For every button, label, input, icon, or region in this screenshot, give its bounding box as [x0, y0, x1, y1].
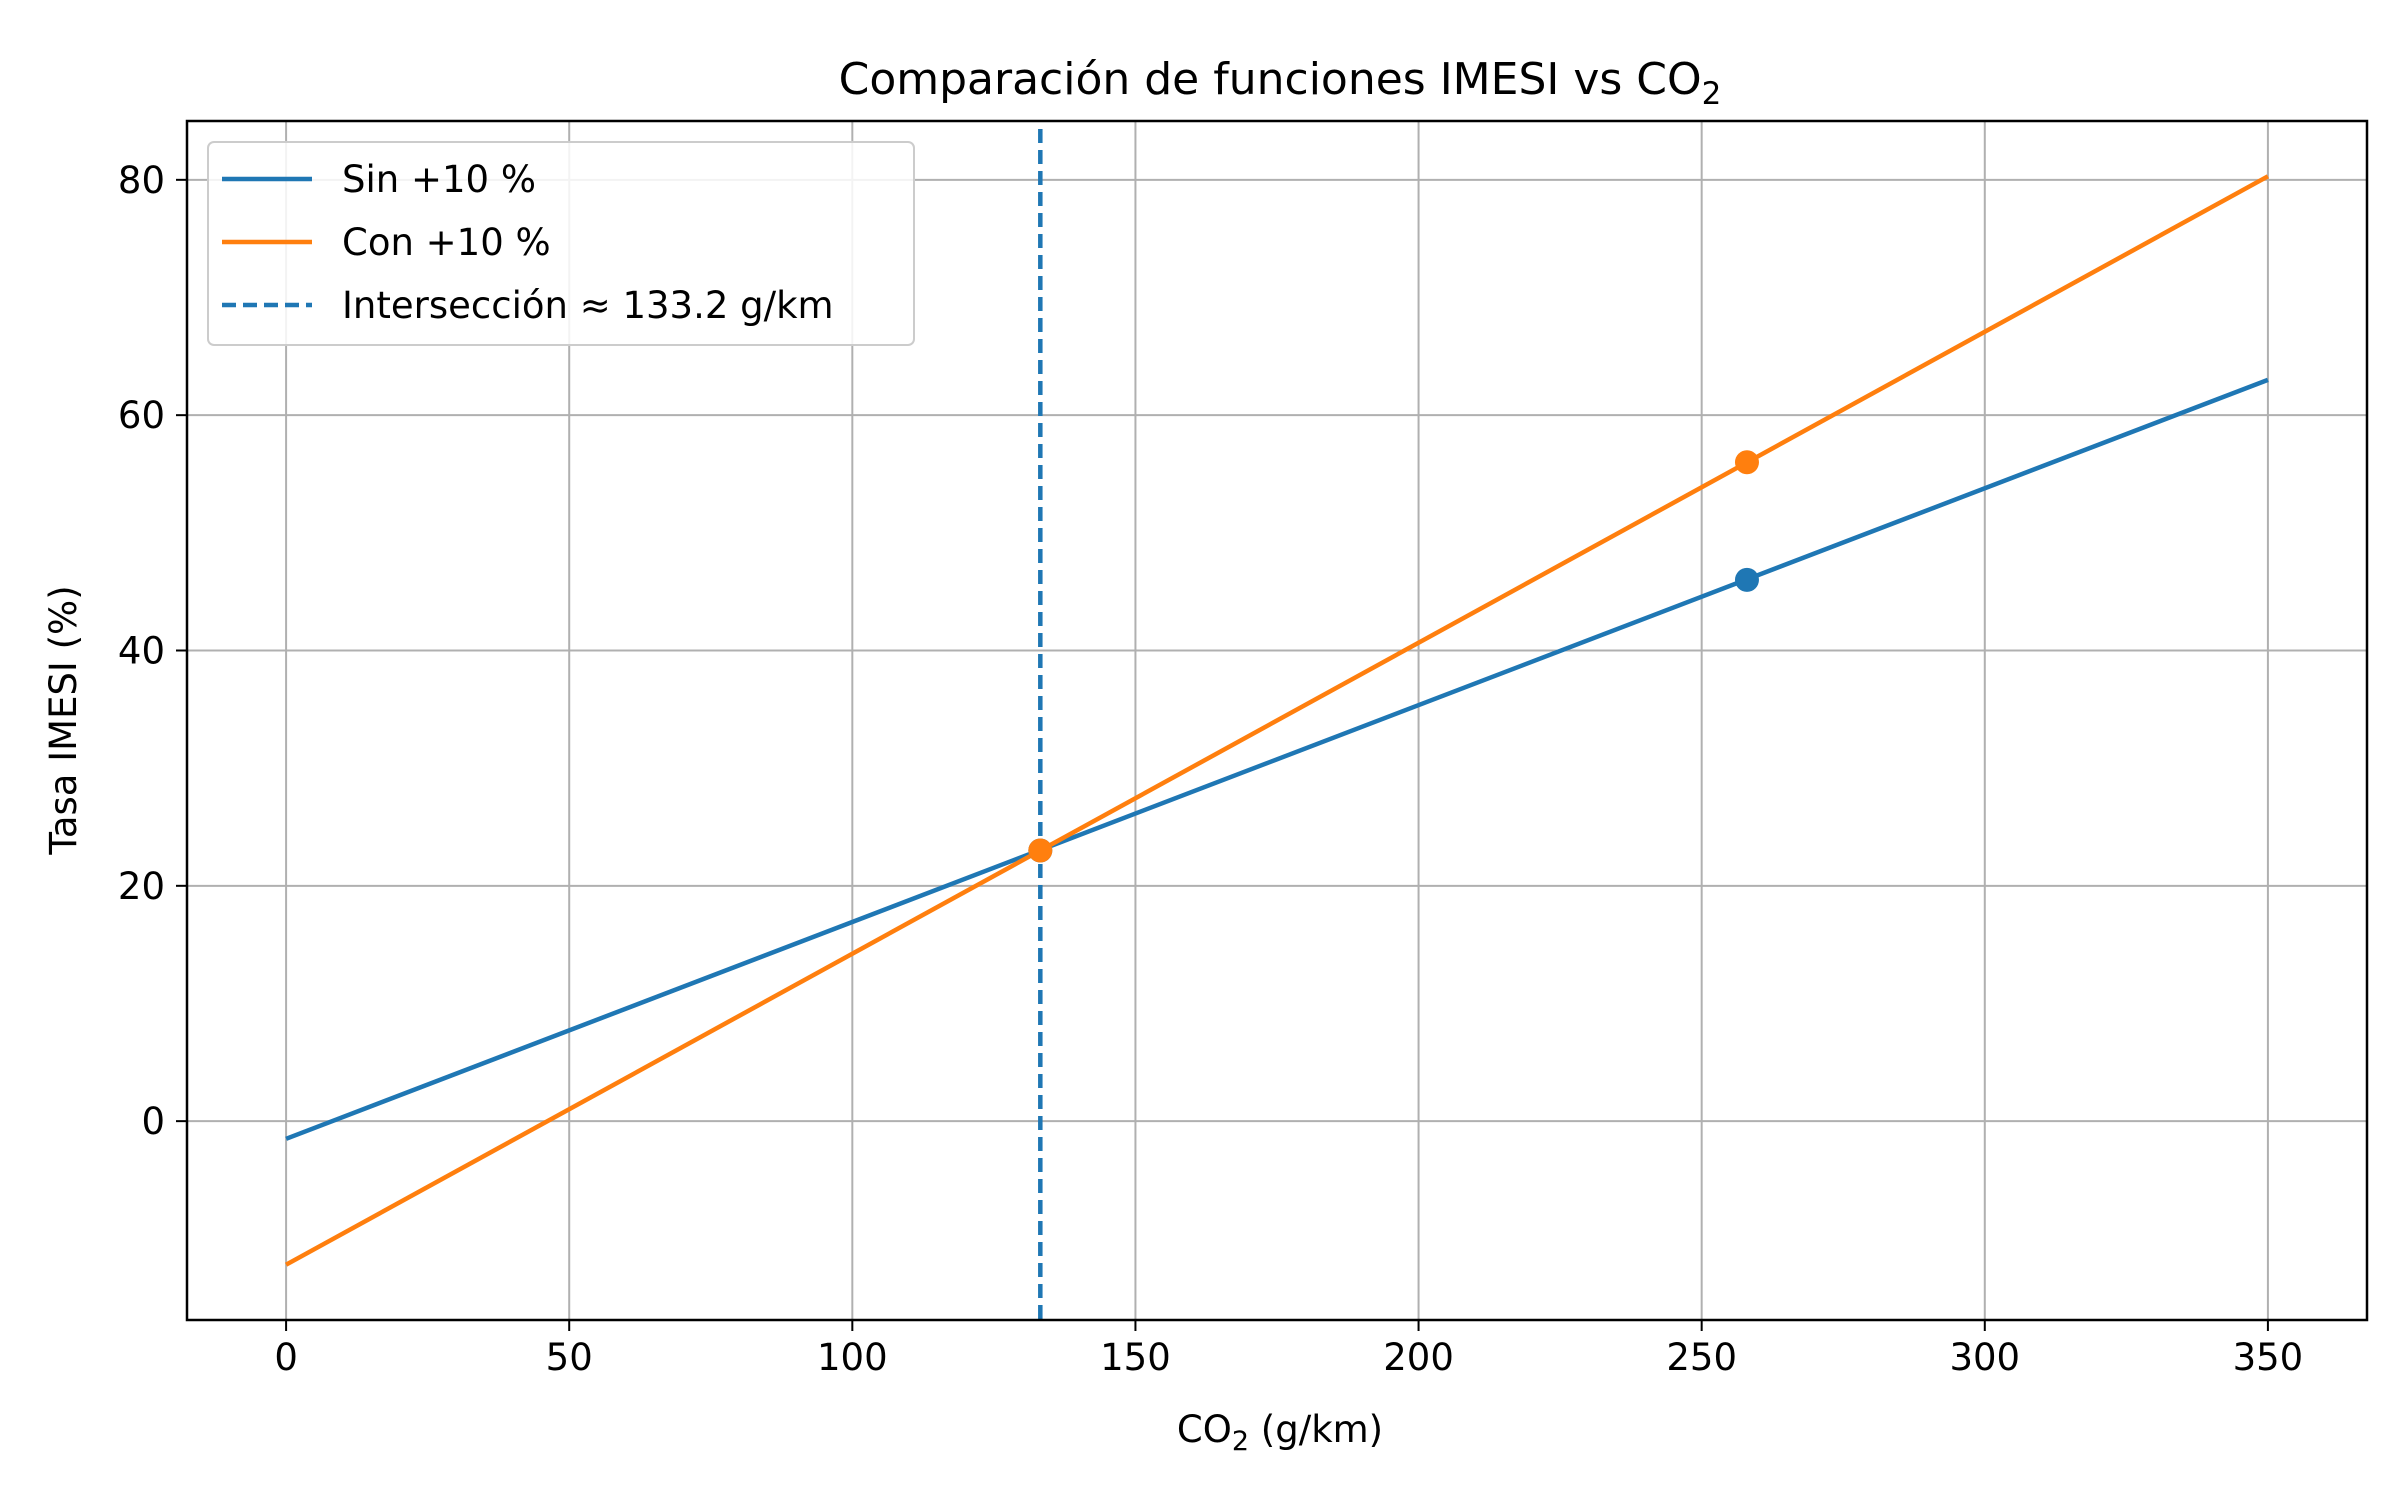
axis-ticks: 0 50 100 150 200 250 300 350 0 20 40 60 80 [118, 159, 2303, 1379]
y-axis-label: Tasa IMESI (%) [42, 585, 85, 855]
x-axis-label-pre: CO [1177, 1408, 1232, 1451]
x-tick-label: 250 [1666, 1336, 1737, 1379]
plot-area [285, 129, 2269, 1320]
y-tick-label: 0 [141, 1100, 165, 1143]
axes-frame [185, 119, 2369, 1322]
x-tick-label: 0 [274, 1336, 298, 1379]
chart-title-text: Comparación de funciones IMESI vs CO [839, 54, 1702, 105]
chart-title: Comparación de funciones IMESI vs CO2 [839, 54, 1722, 112]
series-line-1 [285, 377, 2269, 1141]
y-tick-label: 20 [118, 865, 165, 908]
x-axis-label-subscript: 2 [1232, 1426, 1249, 1457]
y-tick-label: 40 [118, 629, 165, 672]
series-line-2 [285, 174, 2269, 1267]
x-tick-label: 150 [1100, 1336, 1171, 1379]
grid [187, 121, 2367, 1320]
legend-label-2: Con +10 % [342, 221, 551, 264]
chart-title-subscript: 2 [1702, 76, 1722, 112]
marker-point [1734, 567, 1759, 592]
legend-label-1: Sin +10 % [342, 158, 536, 201]
x-axis-label: CO2 (g/km) [1177, 1408, 1383, 1457]
x-tick-label: 50 [546, 1336, 593, 1379]
marker-point [1028, 838, 1053, 863]
x-axis-label-post: (g/km) [1249, 1408, 1383, 1451]
x-tick-label: 350 [2233, 1336, 2304, 1379]
legend-box [207, 141, 915, 346]
legend: Sin +10 % Con +10 % Intersección ≈ 133.2 g… [207, 141, 915, 346]
marker-point [1734, 450, 1759, 475]
y-tick-label: 80 [118, 159, 165, 202]
legend-label-3: Intersección ≈ 133.2 g/km [342, 284, 834, 327]
x-tick-label: 100 [817, 1336, 888, 1379]
y-tick-label: 60 [118, 394, 165, 437]
x-tick-label: 300 [1949, 1336, 2020, 1379]
x-tick-label: 200 [1383, 1336, 1454, 1379]
